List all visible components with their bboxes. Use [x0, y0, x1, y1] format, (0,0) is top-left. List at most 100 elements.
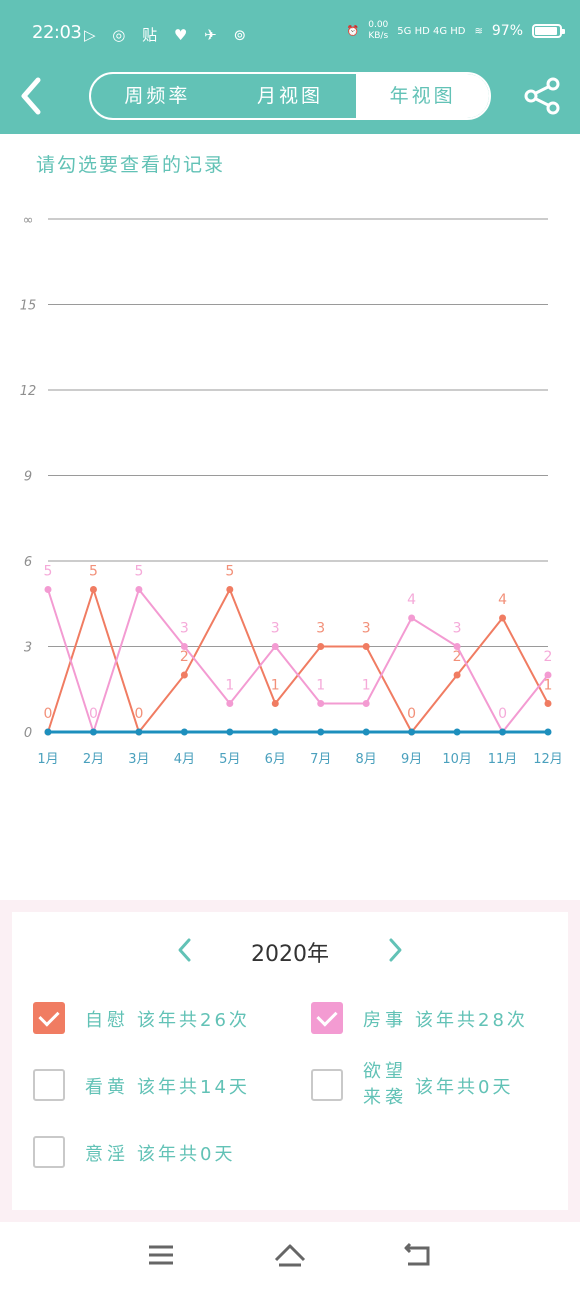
- record-checkbox[interactable]: [33, 1002, 65, 1034]
- x-tick-label: 4月: [174, 752, 195, 767]
- data-point: [226, 700, 234, 707]
- record-item-sex[interactable]: 房事 该年共28次: [311, 1002, 561, 1036]
- data-label: 2: [180, 649, 189, 665]
- share-button[interactable]: [522, 76, 562, 116]
- tab-week-frequency[interactable]: 周频率: [124, 85, 191, 107]
- x-tick-label: 11月: [488, 752, 518, 767]
- data-point: [408, 614, 416, 622]
- y-tick-label: 3: [24, 641, 32, 656]
- signal-label: 5G HD 4G HD: [397, 25, 466, 37]
- year-label: 2020年: [251, 942, 329, 967]
- series-line: [47, 586, 549, 735]
- data-point: [180, 643, 188, 650]
- record-name: 欲望来袭: [363, 1061, 407, 1108]
- data-point: [362, 700, 370, 707]
- x-tick-label: 10月: [442, 752, 472, 767]
- share-icon: [524, 77, 560, 115]
- record-item-masturbation[interactable]: 自慰 该年共26次: [33, 1002, 283, 1036]
- x-tick-label: 1月: [37, 752, 58, 767]
- data-point: [135, 586, 143, 593]
- y-tick-label: 15: [20, 299, 37, 314]
- prev-year-button[interactable]: [170, 932, 200, 968]
- battery-percent: 97%: [491, 23, 523, 39]
- data-label: 2: [453, 649, 462, 665]
- data-point: [180, 671, 188, 679]
- series-line: [47, 587, 549, 736]
- data-point: [44, 728, 52, 736]
- data-label: 3: [362, 621, 371, 637]
- notification-icons: ▷ ◎ 贴 ♥ ✈ ⊚: [84, 26, 253, 44]
- chevron-right-icon: [389, 938, 402, 962]
- record-item-desire[interactable]: 欲望来袭 该年共0天: [311, 1061, 561, 1108]
- record-item-porn[interactable]: 看黄 该年共14天: [33, 1069, 283, 1103]
- x-tick-label: 2月: [83, 752, 104, 767]
- select-hint: 请勾选要查看的记录: [36, 154, 226, 176]
- data-point: [180, 728, 188, 736]
- data-point: [453, 643, 461, 650]
- system-nav-bar: [0, 1222, 580, 1289]
- x-tick-label: 8月: [356, 752, 377, 767]
- data-label: 1: [362, 678, 371, 694]
- wifi-icon: ≋: [474, 25, 483, 37]
- battery-icon: [532, 24, 565, 38]
- data-point: [408, 728, 416, 736]
- menu-button[interactable]: [141, 1240, 181, 1270]
- record-summary: 该年共0天: [415, 1077, 514, 1098]
- data-point: [317, 700, 325, 707]
- menu-icon: [149, 1245, 173, 1265]
- record-checkbox[interactable]: [311, 1002, 343, 1034]
- y-tick-label: 6: [24, 555, 32, 570]
- alarm-icon: ⏰: [346, 25, 360, 37]
- data-point: [362, 643, 370, 650]
- data-point: [544, 700, 552, 707]
- next-year-button[interactable]: [380, 932, 410, 968]
- data-label: 4: [407, 592, 416, 608]
- record-checkbox[interactable]: [33, 1069, 65, 1101]
- back-button[interactable]: [14, 74, 54, 118]
- data-label: 5: [134, 564, 143, 580]
- tab-year-view[interactable]: 年视图: [356, 74, 489, 118]
- data-point: [271, 728, 279, 736]
- data-label: 4: [498, 592, 507, 608]
- record-checkbox[interactable]: [311, 1069, 343, 1101]
- data-point: [453, 671, 461, 679]
- return-icon: [404, 1242, 430, 1266]
- view-tabs: 周频率 月视图 年视图: [89, 72, 491, 120]
- home-icon: [274, 1244, 306, 1267]
- x-tick-label: 5月: [219, 752, 240, 767]
- y-tick-label: 12: [20, 384, 37, 399]
- data-point: [362, 728, 370, 736]
- chevron-left-icon: [21, 77, 41, 115]
- y-tick-label: ∞: [23, 213, 34, 228]
- data-label: 3: [180, 621, 189, 637]
- status-right: ⏰ 0.00 KB/s 5G HD 4G HD ≋ 97%: [346, 20, 565, 42]
- data-label: 2: [544, 649, 553, 665]
- data-label: 3: [316, 621, 325, 637]
- record-summary: 该年共26次: [137, 1010, 250, 1031]
- x-tick-label: 6月: [265, 752, 286, 767]
- record-name: 自慰: [85, 1010, 129, 1031]
- data-point: [89, 728, 97, 736]
- data-point: [453, 728, 461, 736]
- data-label: 0: [44, 706, 53, 722]
- record-summary: 该年共14天: [137, 1077, 250, 1098]
- record-summary: 该年共0天: [137, 1144, 236, 1165]
- data-point: [226, 586, 234, 593]
- record-name: 房事: [363, 1010, 407, 1031]
- data-point: [226, 728, 234, 736]
- x-tick-label: 9月: [401, 752, 422, 767]
- x-tick-label: 12月: [533, 752, 563, 767]
- chevron-left-icon: [178, 938, 191, 962]
- x-tick-label: 7月: [310, 752, 331, 767]
- net-speed: 0.00 KB/s: [368, 20, 389, 41]
- back-nav-button[interactable]: [398, 1240, 438, 1270]
- data-point: [317, 643, 325, 650]
- data-label: 3: [271, 621, 280, 637]
- data-label: 1: [544, 678, 553, 694]
- home-button[interactable]: [270, 1240, 310, 1270]
- record-name: 看黄: [85, 1077, 129, 1098]
- tab-month-view[interactable]: 月视图: [257, 85, 324, 107]
- record-item-fantasy[interactable]: 意淫 该年共0天: [33, 1136, 283, 1170]
- record-checkbox[interactable]: [33, 1136, 65, 1168]
